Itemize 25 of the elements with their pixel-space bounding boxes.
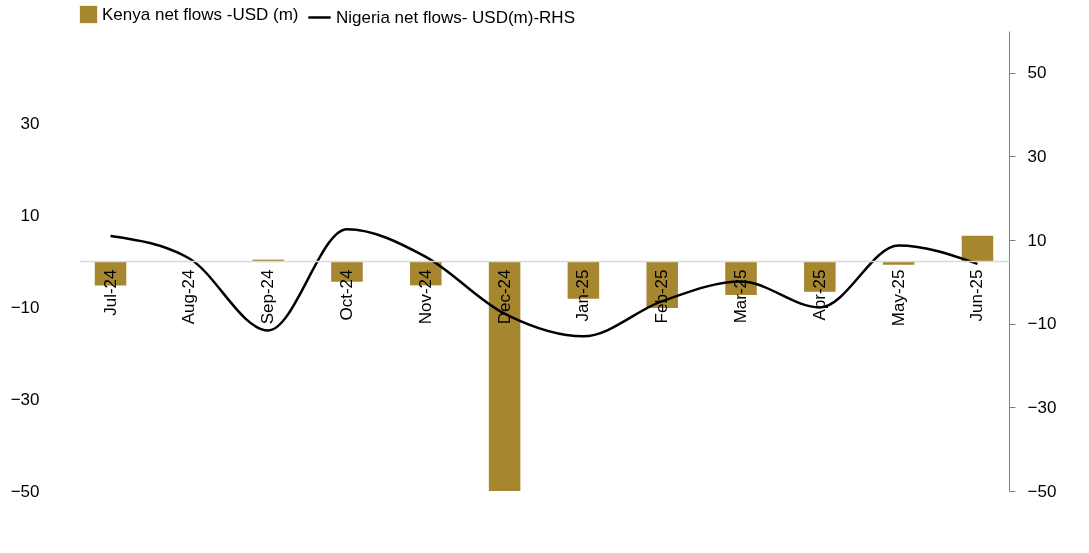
y2-tick-label: −50 xyxy=(1027,481,1057,501)
y-tick-label: 30 xyxy=(20,113,40,133)
x-tick-label: Feb-25 xyxy=(652,269,672,324)
y2-tick-label: −30 xyxy=(1027,397,1057,417)
y2-tick-label: −10 xyxy=(1027,314,1057,334)
bar xyxy=(488,261,521,491)
y-tick-label: −30 xyxy=(10,389,40,409)
legend-label: Nigeria net flows- USD(m)-RHS xyxy=(336,7,575,27)
x-tick-label: Oct-24 xyxy=(336,269,356,321)
y2-tick-label: 10 xyxy=(1027,230,1047,250)
x-tick-label: Jan-25 xyxy=(573,269,593,322)
x-tick-label: Mar-25 xyxy=(731,269,751,324)
x-tick-label: Jul-24 xyxy=(100,269,120,316)
legend-label: Kenya net flows -USD (m) xyxy=(102,4,299,24)
y2-tick-label: 50 xyxy=(1027,63,1047,83)
y2-tick-label: 30 xyxy=(1027,146,1047,166)
x-tick-label: Nov-24 xyxy=(415,269,435,325)
x-tick-label: Aug-24 xyxy=(179,269,199,325)
x-tick-label: Sep-24 xyxy=(258,269,278,325)
y-tick-label: −10 xyxy=(10,297,40,317)
y-tick-label: −50 xyxy=(10,481,40,501)
y-tick-label: 10 xyxy=(20,205,40,225)
x-tick-label: Jun-25 xyxy=(967,269,987,322)
x-tick-label: May-25 xyxy=(888,269,908,327)
bar xyxy=(961,235,994,261)
